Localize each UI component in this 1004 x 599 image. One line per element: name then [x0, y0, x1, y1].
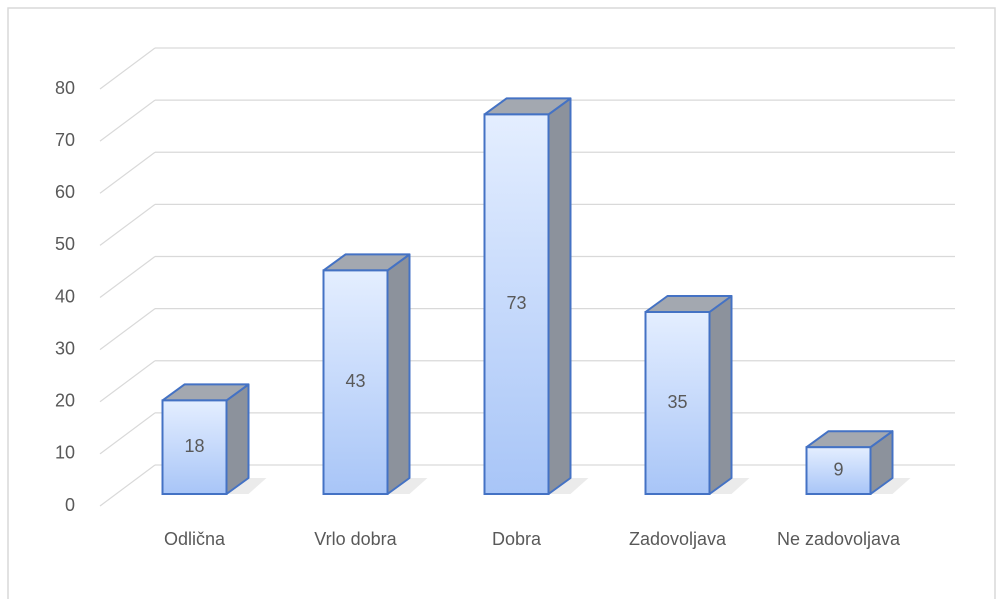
value-label: 9 [833, 459, 843, 479]
y-tick-label: 60 [55, 182, 75, 202]
bar [805, 446, 872, 496]
bar [161, 399, 228, 495]
y-tick-label: 80 [55, 78, 75, 98]
bar [644, 311, 711, 495]
x-tick-label: Zadovoljava [629, 529, 727, 549]
grid-line-side [99, 360, 156, 403]
y-tick-label: 50 [55, 234, 75, 254]
bar [483, 113, 550, 496]
grid-line-side [99, 47, 156, 90]
y-tick-label: 40 [55, 286, 75, 306]
x-tick-label: Dobra [492, 529, 542, 549]
grid-line-side [99, 412, 156, 455]
y-tick-label: 20 [55, 391, 75, 411]
value-label: 35 [667, 392, 687, 412]
y-tick-label: 30 [55, 338, 75, 358]
bar-side [386, 253, 411, 495]
bar-side [225, 383, 250, 495]
value-label: 43 [345, 371, 365, 391]
grid-line-side [99, 464, 156, 507]
x-tick-label: Ne zadovoljava [777, 529, 901, 549]
y-tick-label: 0 [65, 495, 75, 515]
grid-line-side [99, 256, 156, 298]
chart-frame [7, 7, 996, 599]
bar-side [547, 97, 572, 495]
value-label: 73 [506, 293, 526, 313]
y-tick-label: 70 [55, 130, 75, 150]
grid-line-side [99, 99, 156, 142]
bar [322, 269, 389, 495]
grid-line-side [99, 308, 156, 351]
grid-line-side [99, 203, 156, 246]
grid-line-side [99, 151, 156, 194]
bar-side [708, 295, 733, 495]
x-tick-label: Vrlo dobra [314, 529, 397, 549]
y-tick-label: 10 [55, 443, 75, 463]
x-tick-label: Odlična [164, 529, 226, 549]
value-label: 18 [184, 436, 204, 456]
